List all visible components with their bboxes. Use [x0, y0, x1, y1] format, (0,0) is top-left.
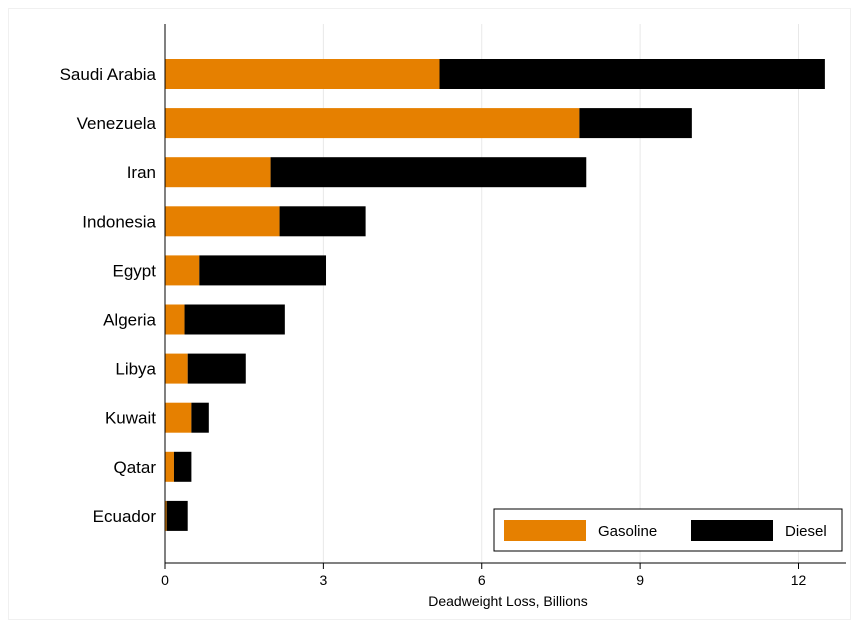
- x-tick-label-9: 9: [636, 572, 644, 588]
- bars: [165, 59, 825, 531]
- grid-lines: [322, 24, 799, 563]
- bar-iran-gasoline: [165, 157, 271, 188]
- x-tick-label-12: 12: [791, 572, 807, 588]
- bar-kuwait-gasoline: [165, 402, 192, 433]
- x-axis-title: Deadweight Loss, Billions: [428, 593, 588, 609]
- legend-label-gasoline: Gasoline: [598, 523, 657, 540]
- category-label-libya: Libya: [115, 360, 156, 379]
- bar-qatar-gasoline: [165, 451, 174, 482]
- category-labels: Saudi Arabia Venezuela Iran Indonesia Egypt A…: [60, 65, 157, 526]
- category-label-algeria: Algeria: [103, 311, 156, 330]
- bar-saudi-arabia-diesel: [439, 59, 825, 89]
- category-label-iran: Iran: [127, 163, 156, 182]
- x-tick-label-0: 0: [161, 572, 169, 588]
- bar-egypt-gasoline: [165, 255, 200, 286]
- bar-kuwait-diesel: [191, 402, 209, 433]
- bar-saudi-arabia-gasoline: [165, 59, 440, 89]
- category-label-ecuador: Ecuador: [93, 507, 157, 526]
- category-label-qatar: Qatar: [113, 458, 156, 477]
- bar-venezuela-diesel: [579, 108, 692, 139]
- category-label-egypt: Egypt: [113, 261, 157, 280]
- legend-swatch-gasoline: [504, 520, 586, 541]
- x-tick-label-3: 3: [319, 572, 327, 588]
- category-label-venezuela: Venezuela: [77, 114, 157, 133]
- legend-label-diesel: Diesel: [785, 523, 827, 540]
- bar-iran-diesel: [270, 157, 587, 188]
- bar-qatar-diesel: [173, 451, 192, 482]
- bar-ecuador-diesel: [166, 500, 188, 531]
- bar-libya-diesel: [187, 353, 246, 384]
- category-label-kuwait: Kuwait: [105, 409, 156, 428]
- x-axis-ticks: 0 3 6 9 12: [161, 563, 806, 588]
- bar-algeria-diesel: [184, 304, 285, 335]
- category-label-indonesia: Indonesia: [82, 212, 156, 231]
- bar-ecuador-gasoline: [165, 500, 167, 531]
- bar-indonesia-diesel: [279, 206, 366, 237]
- bar-libya-gasoline: [165, 353, 188, 384]
- category-label-saudi-arabia: Saudi Arabia: [60, 65, 157, 84]
- legend-swatch-diesel: [691, 520, 773, 541]
- legend: Gasoline Diesel: [493, 508, 843, 552]
- bar-indonesia-gasoline: [165, 206, 280, 237]
- bar-venezuela-gasoline: [165, 108, 580, 139]
- bar-egypt-diesel: [199, 255, 327, 286]
- x-tick-label-6: 6: [478, 572, 486, 588]
- bar-algeria-gasoline: [165, 304, 185, 335]
